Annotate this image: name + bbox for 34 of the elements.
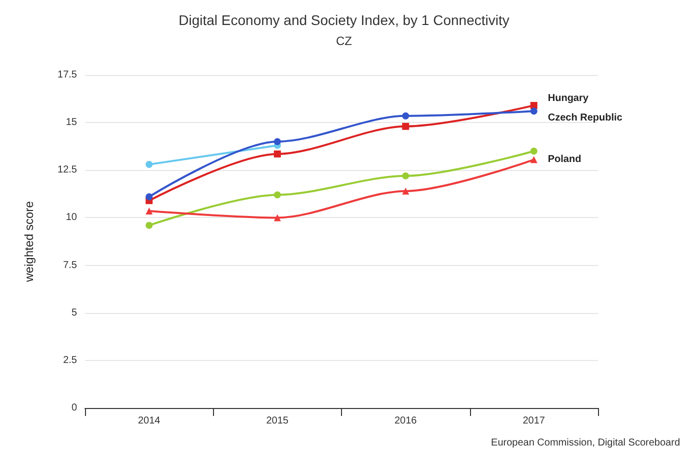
y-tick-label: 2.5 — [63, 354, 78, 366]
x-tick-label: 2016 — [394, 416, 418, 426]
point — [530, 108, 538, 115]
y-tick-label: 7.5 — [63, 260, 78, 271]
point — [146, 193, 153, 200]
series-label: Czech Republic — [548, 112, 623, 124]
series-label: Hungary — [548, 92, 589, 104]
point — [402, 122, 410, 130]
y-tick-label: 0 — [71, 402, 78, 414]
point — [274, 150, 281, 158]
point — [274, 138, 281, 146]
y-tick-label: 5 — [71, 307, 78, 318]
chart-title: Digital Economy and Society Index, by 1 Connectivity — [178, 12, 510, 28]
x-tick-label: 2014 — [138, 416, 161, 426]
y-tick-label: 15 — [66, 117, 78, 128]
text: European Commission, Digital Scoreboard — [491, 438, 680, 448]
y-tick-label: 12.5 — [58, 164, 78, 176]
point — [402, 112, 410, 120]
series-label: Poland — [548, 154, 582, 166]
point — [402, 188, 410, 195]
point — [146, 160, 153, 168]
point — [146, 208, 153, 215]
point — [402, 172, 410, 180]
point — [274, 214, 281, 222]
y-tick-label: 17.5 — [58, 70, 78, 80]
point — [274, 191, 281, 198]
y-tick-label: 10 — [66, 212, 78, 224]
chart-subtitle: CZ — [336, 34, 352, 48]
y-axis-title: weighted score — [22, 200, 36, 283]
x-tick-label: 2015 — [266, 416, 289, 426]
point — [530, 156, 538, 164]
point — [530, 148, 538, 155]
point — [146, 222, 153, 229]
x-tick-label: 2017 — [522, 416, 546, 426]
